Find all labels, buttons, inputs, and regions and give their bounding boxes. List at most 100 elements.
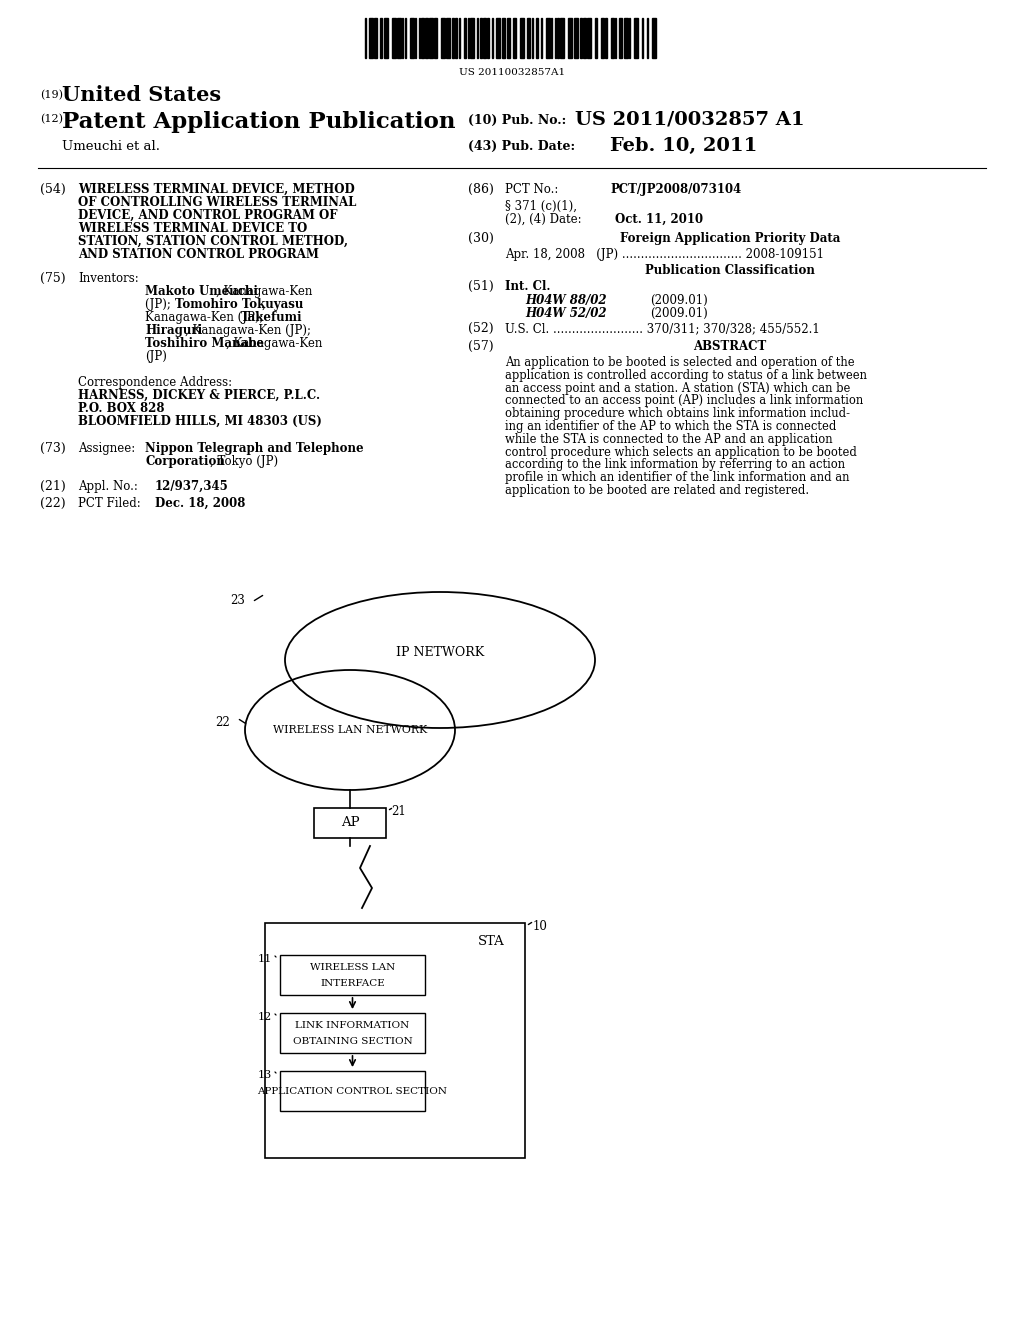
- Text: (2009.01): (2009.01): [650, 294, 708, 308]
- Text: Takefumi: Takefumi: [241, 312, 302, 323]
- Text: 12/937,345: 12/937,345: [155, 480, 228, 492]
- Bar: [652, 18, 656, 58]
- Bar: [557, 18, 559, 58]
- Text: Nippon Telegraph and Telephone: Nippon Telegraph and Telephone: [145, 442, 364, 455]
- Text: according to the link information by referring to an action: according to the link information by ref…: [505, 458, 845, 471]
- Text: Dec. 18, 2008: Dec. 18, 2008: [155, 498, 246, 510]
- Text: AP: AP: [341, 817, 359, 829]
- Text: (JP): (JP): [145, 350, 167, 363]
- Text: profile in which an identifier of the link information and an: profile in which an identifier of the li…: [505, 471, 850, 484]
- Text: LINK INFORMATION: LINK INFORMATION: [295, 1022, 410, 1031]
- Text: obtaining procedure which obtains link information includ-: obtaining procedure which obtains link i…: [505, 407, 850, 420]
- Text: (12): (12): [40, 114, 63, 124]
- Text: PCT Filed:: PCT Filed:: [78, 498, 140, 510]
- Bar: [280, 954, 425, 995]
- Text: Toshihiro Manabe: Toshihiro Manabe: [145, 337, 264, 350]
- Bar: [464, 18, 466, 58]
- Bar: [595, 18, 597, 58]
- Bar: [429, 18, 433, 58]
- Bar: [624, 18, 628, 58]
- Text: (2), (4) Date:: (2), (4) Date:: [505, 213, 582, 226]
- Text: U.S. Cl. ........................ 370/311; 370/328; 455/552.1: U.S. Cl. ........................ 370/31…: [505, 322, 820, 335]
- Bar: [440, 18, 444, 58]
- Text: connected to an access point (AP) includes a link information: connected to an access point (AP) includ…: [505, 395, 863, 408]
- Text: OBTAINING SECTION: OBTAINING SECTION: [293, 1036, 413, 1045]
- Bar: [618, 18, 622, 58]
- Bar: [567, 18, 571, 58]
- Text: OF CONTROLLING WIRELESS TERMINAL: OF CONTROLLING WIRELESS TERMINAL: [78, 195, 356, 209]
- Bar: [555, 18, 556, 58]
- Bar: [486, 18, 489, 58]
- Text: (54): (54): [40, 183, 66, 195]
- Bar: [520, 18, 524, 58]
- Text: Appl. No.:: Appl. No.:: [78, 480, 138, 492]
- Bar: [468, 18, 469, 58]
- Text: PCT No.:: PCT No.:: [505, 183, 558, 195]
- Text: Corporation: Corporation: [145, 455, 225, 469]
- Text: WIRELESS LAN NETWORK: WIRELESS LAN NETWORK: [272, 725, 427, 735]
- Text: application to be booted are related and registered.: application to be booted are related and…: [505, 484, 809, 498]
- Text: DEVICE, AND CONTROL PROGRAM OF: DEVICE, AND CONTROL PROGRAM OF: [78, 209, 338, 222]
- Bar: [647, 18, 648, 58]
- Text: (19): (19): [40, 90, 63, 100]
- Bar: [402, 18, 403, 58]
- Bar: [583, 18, 586, 58]
- Text: P.O. BOX 828: P.O. BOX 828: [78, 403, 165, 414]
- Text: (52): (52): [468, 322, 494, 335]
- Bar: [483, 18, 485, 58]
- Text: (75): (75): [40, 272, 66, 285]
- Text: 13: 13: [258, 1071, 272, 1080]
- Text: control procedure which selects an application to be booted: control procedure which selects an appli…: [505, 446, 857, 458]
- Bar: [601, 18, 603, 58]
- Bar: [280, 1071, 425, 1111]
- Text: application is controlled according to status of a link between: application is controlled according to s…: [505, 368, 867, 381]
- Text: (57): (57): [468, 341, 494, 352]
- Text: Assignee:: Assignee:: [78, 442, 135, 455]
- Text: 21: 21: [391, 805, 406, 818]
- Text: ,: ,: [261, 298, 265, 312]
- Bar: [574, 18, 578, 58]
- Text: § 371 (c)(1),: § 371 (c)(1),: [505, 201, 577, 213]
- Bar: [507, 18, 510, 58]
- Text: Inventors:: Inventors:: [78, 272, 138, 285]
- Text: Tomohiro Tokuyasu: Tomohiro Tokuyasu: [175, 298, 304, 312]
- Bar: [380, 18, 382, 58]
- Bar: [265, 923, 525, 1158]
- Bar: [415, 18, 417, 58]
- Bar: [551, 18, 552, 58]
- Text: Oct. 11, 2010: Oct. 11, 2010: [615, 213, 703, 226]
- Bar: [546, 18, 550, 58]
- Text: Hiraguri: Hiraguri: [145, 323, 203, 337]
- Bar: [642, 18, 643, 58]
- Text: (73): (73): [40, 442, 66, 455]
- Bar: [369, 18, 373, 58]
- Bar: [425, 18, 428, 58]
- Text: (30): (30): [468, 232, 494, 246]
- Bar: [587, 18, 591, 58]
- Bar: [445, 18, 450, 58]
- Text: 11: 11: [258, 954, 272, 964]
- Text: , Kanagawa-Ken (JP);: , Kanagawa-Ken (JP);: [185, 323, 311, 337]
- Text: while the STA is connected to the AP and an application: while the STA is connected to the AP and…: [505, 433, 833, 446]
- Bar: [615, 18, 616, 58]
- Text: ABSTRACT: ABSTRACT: [693, 341, 767, 352]
- Bar: [480, 18, 481, 58]
- Text: (JP);: (JP);: [145, 298, 175, 312]
- Bar: [512, 18, 516, 58]
- Text: IP NETWORK: IP NETWORK: [396, 645, 484, 659]
- Text: (86): (86): [468, 183, 494, 195]
- Text: , Tokyo (JP): , Tokyo (JP): [210, 455, 279, 469]
- Text: 10: 10: [534, 920, 548, 933]
- Text: Correspondence Address:: Correspondence Address:: [78, 376, 232, 389]
- Text: 23: 23: [230, 594, 245, 606]
- Bar: [560, 18, 564, 58]
- Text: WIRELESS TERMINAL DEVICE TO: WIRELESS TERMINAL DEVICE TO: [78, 222, 307, 235]
- Text: (2009.01): (2009.01): [650, 308, 708, 319]
- Bar: [422, 18, 424, 58]
- Bar: [581, 18, 582, 58]
- Text: H04W 88/02: H04W 88/02: [525, 294, 606, 308]
- Bar: [434, 18, 437, 58]
- Text: Patent Application Publication: Patent Application Publication: [62, 111, 456, 133]
- Text: ing an identifier of the AP to which the STA is connected: ing an identifier of the AP to which the…: [505, 420, 837, 433]
- Bar: [496, 18, 500, 58]
